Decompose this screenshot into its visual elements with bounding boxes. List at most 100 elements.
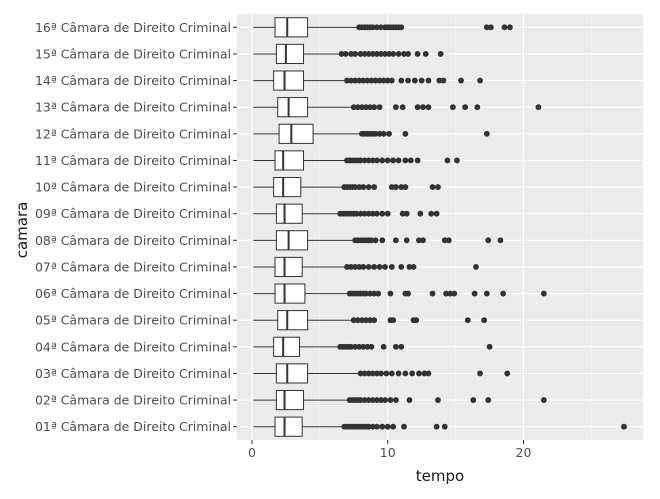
- outlier-point: [435, 184, 441, 190]
- outlier-point: [410, 264, 417, 270]
- box-12: [253, 123, 360, 144]
- outlier-point: [364, 77, 371, 84]
- outlier-point: [418, 77, 425, 84]
- outlier-point: [406, 397, 413, 403]
- outlier-point: [365, 210, 372, 217]
- outlier-point: [388, 77, 395, 84]
- outlier-point: [399, 210, 406, 217]
- outlier-point: [429, 184, 436, 190]
- outlier-point: [380, 343, 387, 350]
- outlier-point: [481, 317, 488, 324]
- outlier-point: [392, 397, 399, 403]
- outlier-point: [443, 290, 450, 297]
- box-8: [253, 230, 353, 251]
- outlier-point: [365, 157, 372, 164]
- outlier-point: [365, 184, 372, 190]
- outlier-point: [369, 423, 376, 430]
- outlier-point: [368, 77, 375, 84]
- outlier-point: [405, 77, 411, 84]
- outlier-point: [360, 264, 367, 270]
- outlier-point: [369, 51, 376, 57]
- outlier-point: [384, 77, 391, 84]
- outlier-point: [386, 51, 392, 57]
- outlier-point: [477, 77, 483, 84]
- outlier-point: [357, 370, 364, 377]
- outlier-point: [501, 24, 508, 31]
- box-iqr: [273, 336, 300, 357]
- outlier-point: [395, 370, 402, 377]
- x-tick-label: 20: [516, 445, 532, 460]
- y-tick-label: 14ª Câmara de Direito Criminal: [35, 73, 231, 88]
- outlier-point: [363, 104, 369, 111]
- outlier-point: [369, 24, 376, 31]
- outlier-point: [540, 290, 547, 297]
- outlier-point: [372, 77, 379, 84]
- box-iqr: [273, 176, 302, 198]
- y-tick-label: 01ª Câmara de Direito Criminal: [35, 419, 231, 434]
- outlier-point: [359, 104, 365, 111]
- y-tick-label: 03ª Câmara de Direito Criminal: [35, 366, 231, 381]
- y-tick-label: 07ª Câmara de Direito Criminal: [35, 259, 231, 274]
- outlier-point: [388, 184, 395, 190]
- outlier-point: [477, 370, 483, 377]
- y-tick-label: 10ª Câmara de Direito Criminal: [35, 180, 231, 195]
- outlier-point: [361, 51, 368, 57]
- outlier-point: [416, 370, 422, 377]
- outlier-point: [376, 77, 383, 84]
- outlier-point: [395, 51, 402, 57]
- outlier-point: [384, 423, 391, 430]
- box-iqr: [274, 256, 303, 278]
- outlier-point: [352, 264, 359, 270]
- box-iqr: [273, 70, 305, 91]
- box-iqr: [277, 310, 309, 331]
- outlier-point: [407, 157, 414, 164]
- outlier-point: [421, 370, 428, 377]
- outlier-point: [348, 264, 354, 270]
- outlier-point: [486, 343, 493, 350]
- y-tick-label: 04ª Câmara de Direito Criminal: [35, 339, 231, 354]
- outlier-point: [401, 51, 407, 57]
- outlier-point: [483, 24, 490, 31]
- outlier-point: [373, 51, 380, 57]
- box-iqr: [274, 416, 303, 437]
- outlier-point: [435, 397, 441, 403]
- outlier-point: [388, 264, 395, 270]
- box-iqr: [278, 123, 314, 144]
- outlier-point: [405, 51, 411, 57]
- outlier-point: [371, 264, 378, 270]
- outlier-point: [392, 104, 399, 111]
- x-tick-label: 0: [248, 445, 256, 460]
- outlier-point: [433, 423, 440, 430]
- box-iqr: [275, 203, 303, 224]
- outlier-point: [368, 343, 375, 350]
- y-tick-label: 16ª Câmara de Direito Criminal: [35, 20, 231, 35]
- outlier-point: [458, 77, 464, 84]
- outlier-point: [425, 77, 432, 84]
- outlier-point: [376, 130, 383, 137]
- outlier-point: [373, 157, 380, 164]
- outlier-point: [373, 210, 380, 217]
- outlier-point: [348, 51, 354, 57]
- outlier-point: [365, 423, 372, 430]
- outlier-point: [367, 290, 373, 297]
- outlier-point: [376, 264, 383, 270]
- outlier-point: [483, 130, 490, 137]
- outlier-point: [433, 210, 440, 217]
- outlier-point: [403, 237, 410, 244]
- outlier-point: [373, 397, 380, 403]
- outlier-point: [386, 130, 392, 137]
- outlier-point: [344, 77, 350, 84]
- outlier-point: [414, 51, 421, 57]
- box-5: [253, 310, 352, 331]
- outlier-point: [405, 290, 411, 297]
- outlier-point: [388, 370, 395, 377]
- outlier-point: [379, 423, 386, 430]
- outlier-point: [361, 370, 368, 377]
- outlier-point: [406, 264, 413, 270]
- y-tick-label: 13ª Câmara de Direito Criminal: [35, 100, 231, 115]
- outlier-point: [464, 317, 471, 324]
- box-3: [253, 363, 358, 384]
- outlier-point: [371, 290, 378, 297]
- outlier-point: [425, 370, 432, 377]
- outlier-point: [369, 397, 376, 403]
